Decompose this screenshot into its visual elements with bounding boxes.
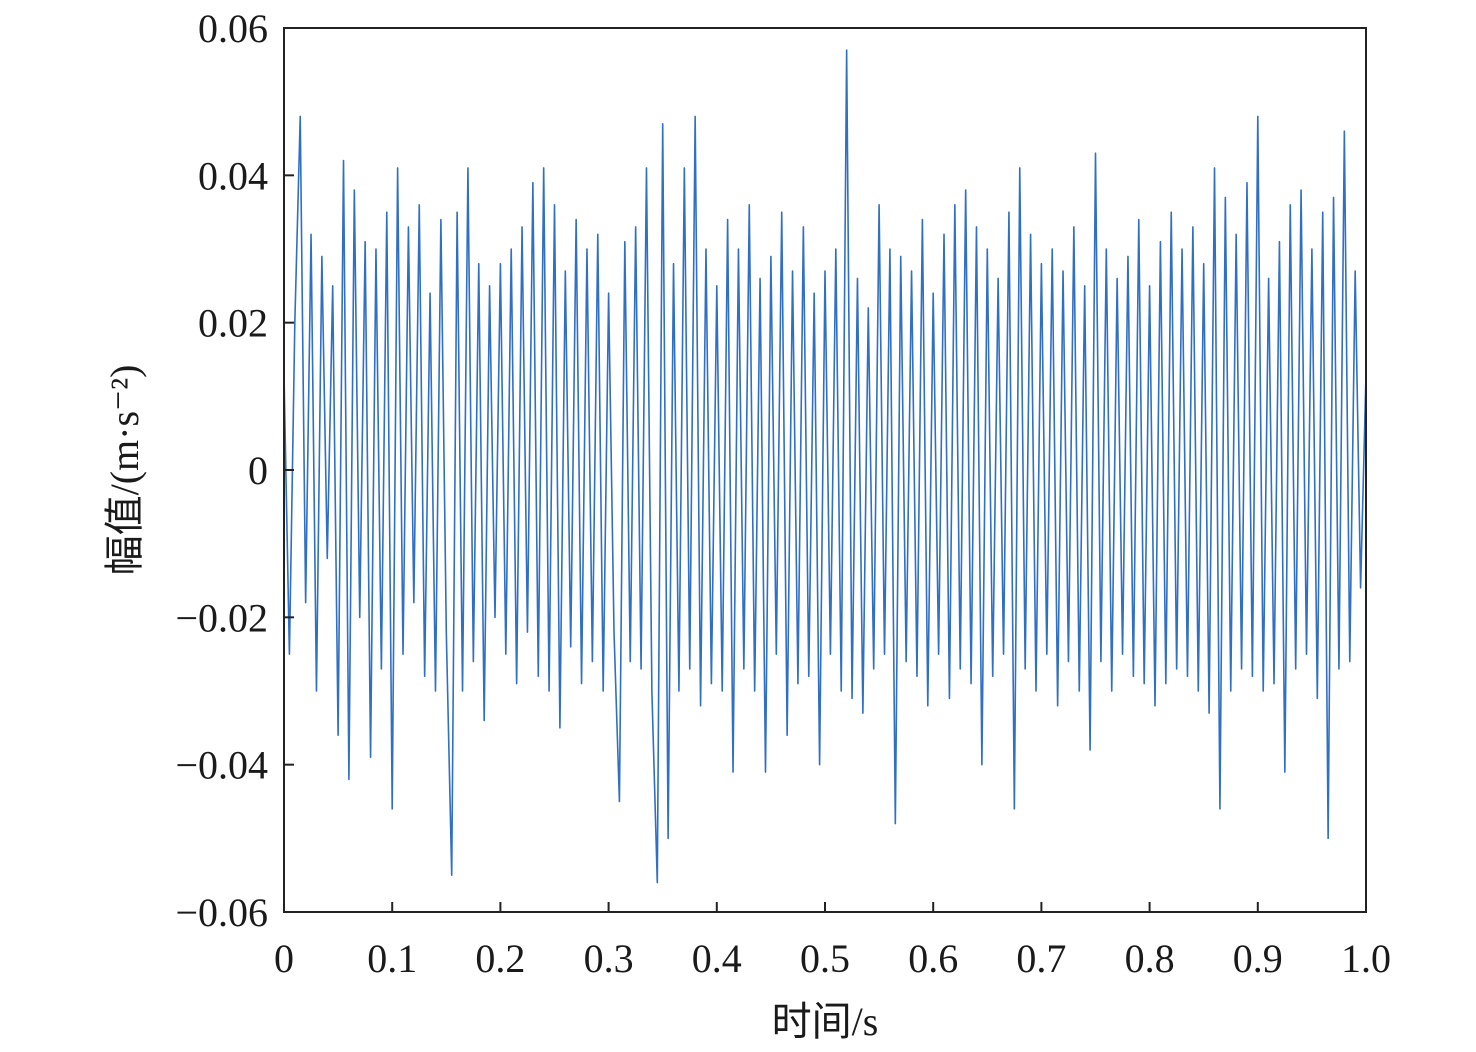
x-tick-label: 0.8 [1125,936,1175,981]
x-tick-label: 0 [274,936,294,981]
x-tick-label: 0.6 [908,936,958,981]
x-tick-label: 0.7 [1016,936,1066,981]
y-tick-label: 0.04 [198,153,268,198]
x-tick-label: 0.5 [800,936,850,981]
x-tick-label: 0.1 [367,936,417,981]
x-tick-label: 0.9 [1233,936,1283,981]
y-tick-label: −0.04 [175,743,268,788]
x-tick-label: 1.0 [1341,936,1391,981]
y-axis-label: 幅值/(m·s⁻²) [102,365,147,576]
x-tick-label: 0.4 [692,936,742,981]
x-tick-label: 0.3 [584,936,634,981]
plot-frame [283,27,1367,913]
x-tick-label: 0.2 [475,936,525,981]
y-tick-label: 0.06 [198,6,268,51]
y-tick-label: 0 [248,448,268,493]
y-tick-label: 0.02 [198,301,268,346]
signal-line [283,49,1367,884]
x-axis-label: 时间/s [772,999,879,1044]
y-tick-label: −0.02 [175,595,268,640]
y-tick-label: −0.06 [175,890,268,935]
